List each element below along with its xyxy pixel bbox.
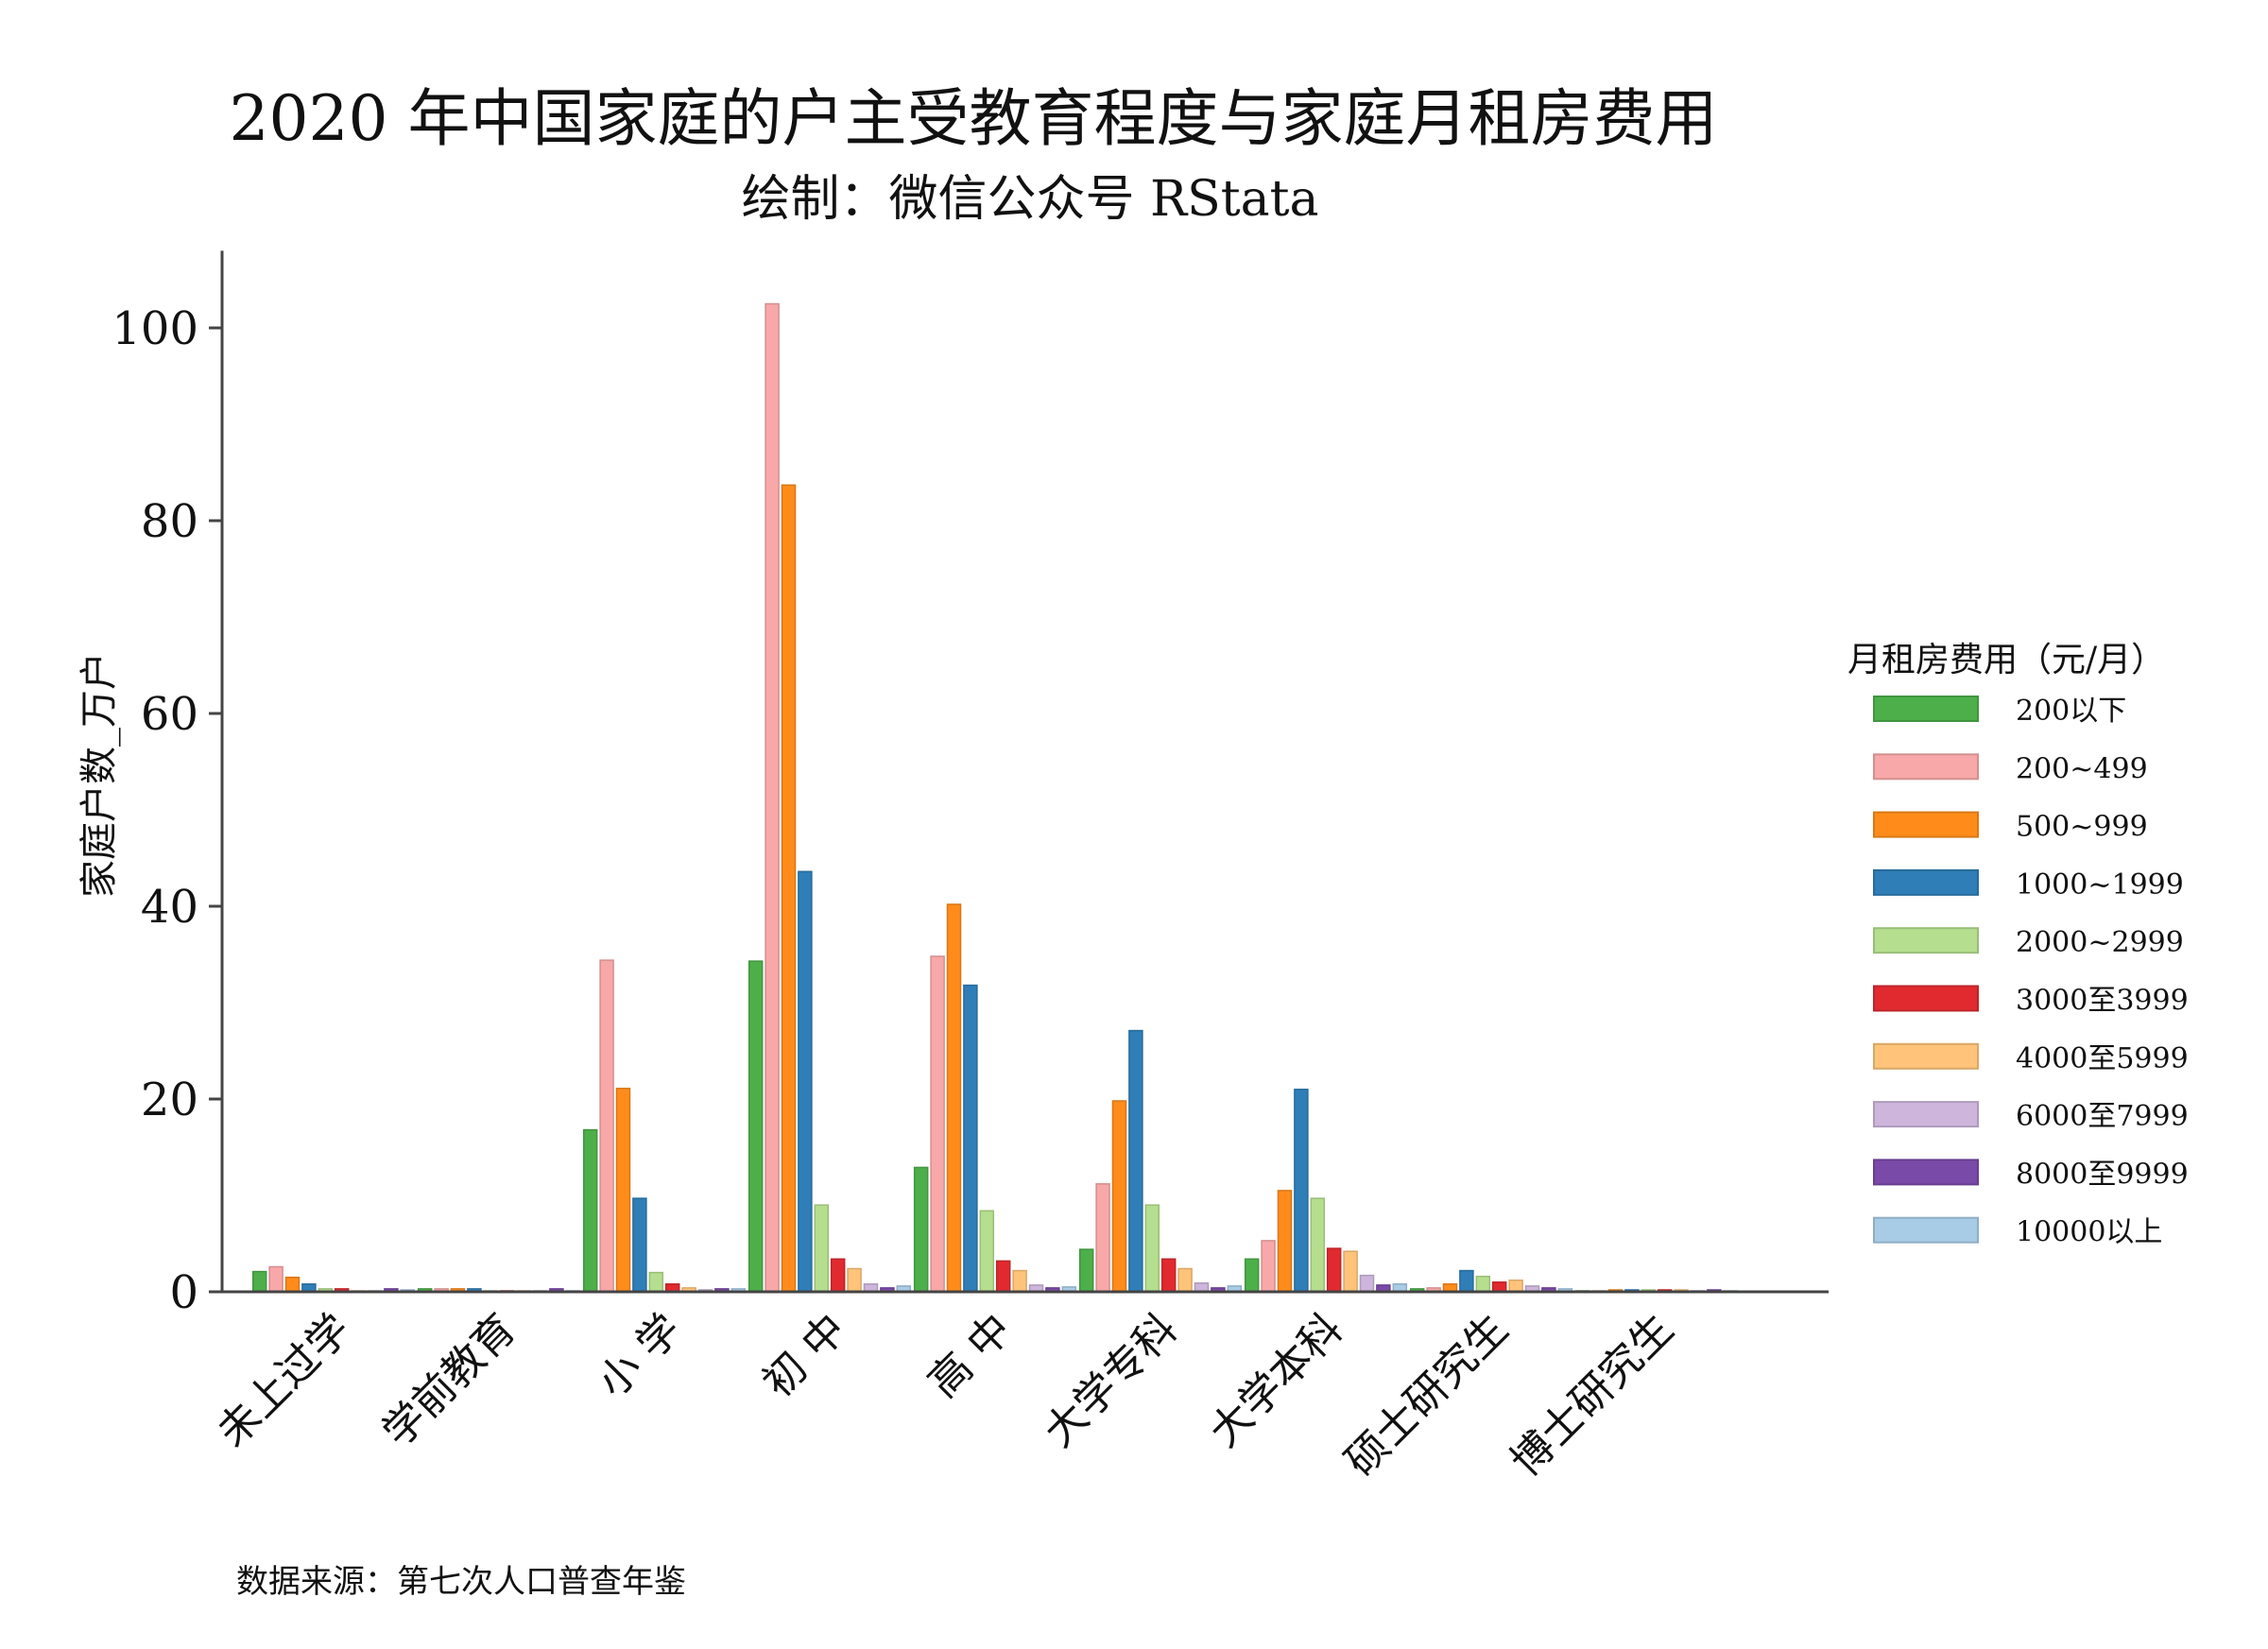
x-tick-label: 未上过学: [208, 1305, 360, 1457]
bar: [1277, 1190, 1293, 1293]
bar: [1294, 1089, 1309, 1293]
chart-subtitle: 绘制：微信公众号 RStata: [741, 171, 1318, 228]
bar: [1078, 1248, 1094, 1293]
legend-swatch: [1873, 927, 1979, 954]
bar: [632, 1197, 647, 1293]
bar: [1508, 1280, 1523, 1293]
legend-label: 3000至3999: [2016, 985, 2189, 1018]
legend-swatch: [1873, 1159, 1979, 1186]
legend-swatch: [1873, 1042, 1979, 1070]
bar: [615, 1088, 631, 1293]
bar: [814, 1204, 830, 1293]
bar: [747, 960, 764, 1293]
bar: [582, 1128, 598, 1293]
legend-label: 200以下: [2016, 695, 2126, 728]
legend-swatch: [1873, 1216, 1979, 1244]
bar: [1012, 1269, 1027, 1293]
bar: [1343, 1250, 1358, 1293]
x-tick-label: 高 中: [919, 1305, 1022, 1407]
bar: [847, 1267, 862, 1293]
bar: [765, 302, 780, 1293]
legend-swatch: [1873, 1101, 1979, 1128]
legend-label: 4000至5999: [2016, 1042, 2189, 1075]
bar: [979, 1210, 995, 1293]
y-tick-label: 0: [169, 1266, 198, 1319]
y-tick-label: 40: [141, 881, 198, 934]
legend-label: 8000至9999: [2016, 1158, 2189, 1191]
bar: [599, 959, 614, 1293]
legend-label: 6000至7999: [2016, 1100, 2189, 1133]
y-tick-label: 60: [141, 688, 198, 741]
bar: [798, 870, 813, 1293]
bar: [284, 1276, 301, 1293]
bar: [946, 903, 962, 1293]
bar: [1310, 1197, 1326, 1293]
legend-swatch: [1873, 811, 1979, 838]
y-axis-label: 家庭户数_万户: [77, 652, 121, 898]
legend-label: 200~499: [2016, 752, 2148, 785]
bar: [1261, 1240, 1276, 1293]
legend-swatch: [1873, 985, 1979, 1012]
bar: [1491, 1281, 1507, 1293]
bar: [1144, 1204, 1160, 1293]
x-tick-label: 学前教育: [373, 1305, 525, 1457]
y-tick-label: 100: [112, 302, 198, 355]
x-tick-label: 初 中: [754, 1305, 856, 1407]
bar: [251, 1270, 267, 1293]
bar: [995, 1260, 1011, 1293]
y-tick-label: 20: [141, 1074, 198, 1126]
bar: [1326, 1247, 1342, 1293]
legend-title: 月租房费用（元/月）: [1847, 641, 2165, 679]
x-tick-label: 小 学: [589, 1305, 691, 1407]
bar: [913, 1166, 929, 1293]
y-tick-label: 80: [141, 495, 198, 548]
bar: [268, 1265, 284, 1293]
bar: [1111, 1100, 1127, 1293]
x-tick-label: 大学专科: [1035, 1305, 1187, 1457]
bar: [1244, 1258, 1260, 1293]
legend-label: 2000~2999: [2016, 926, 2184, 959]
x-tick-label: 大学本科: [1200, 1305, 1352, 1457]
x-tick-label: 硕士研究生: [1336, 1305, 1518, 1486]
bar: [1475, 1275, 1491, 1293]
legend-label: 10000以上: [2016, 1216, 2162, 1249]
legend: 200以下 200~499 500~999 1000~1999 2000~2999 300…: [1873, 695, 2189, 1249]
x-tick-label: 博士研究生: [1502, 1305, 1683, 1486]
bar: [1095, 1183, 1110, 1293]
legend-label: 1000~1999: [2016, 868, 2184, 902]
bar: [781, 484, 797, 1293]
bar: [963, 984, 978, 1293]
legend-swatch: [1873, 696, 1979, 722]
bar: [1177, 1267, 1193, 1293]
legend-swatch: [1873, 868, 1979, 896]
chart-title: 2020 年中国家庭的户主受教育程度与家庭月租房费用: [230, 82, 1718, 155]
bar: [1128, 1029, 1143, 1293]
bar: [1459, 1269, 1474, 1293]
bar: [930, 955, 945, 1293]
legend-swatch: [1873, 753, 1979, 781]
chart-caption: 数据来源：第七次人口普查年鉴: [236, 1563, 686, 1601]
plot-area: 0 20 40 60 80 100 未上过学 学前教育小 学初 中高 中大学专科 大学本科硕士研…: [112, 250, 1829, 1486]
legend-label: 500~999: [2016, 811, 2148, 844]
bar: [1160, 1258, 1177, 1293]
bar: [1359, 1274, 1375, 1293]
bar: [648, 1271, 664, 1293]
bar: [830, 1258, 846, 1293]
